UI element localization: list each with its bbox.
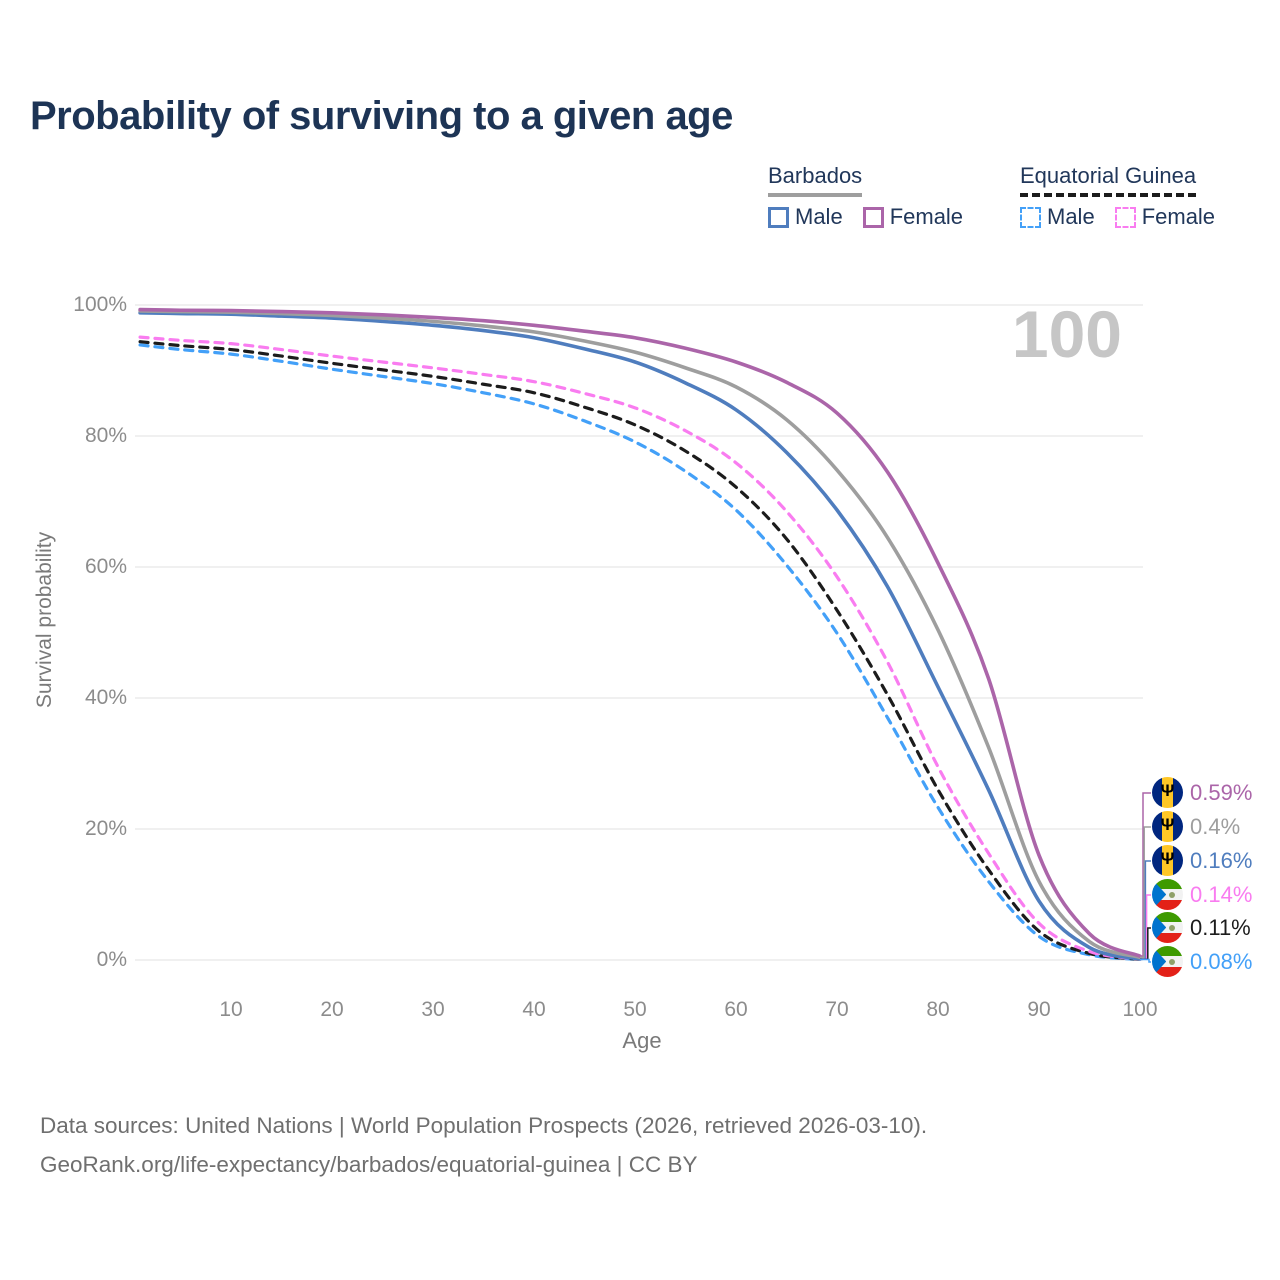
- attribution-line: GeoRank.org/life-expectancy/barbados/equ…: [40, 1152, 698, 1177]
- page-title: Probability of surviving to a given age: [30, 94, 733, 138]
- y-tick-label: 0%: [96, 948, 127, 971]
- barbados-flag-icon: [1152, 845, 1183, 876]
- legend-item-equatorial-guinea-male[interactable]: Male: [1020, 204, 1095, 230]
- legend-item-barbados-male[interactable]: Male: [768, 204, 843, 230]
- barbados-flag-icon: [1152, 811, 1183, 842]
- barbados-male-swatch-icon: [768, 206, 789, 228]
- end-value-label: 0.11%: [1190, 914, 1251, 940]
- equatorial-guinea-flag-icon: [1152, 946, 1183, 977]
- barbados-flag-icon: [1152, 777, 1183, 808]
- y-tick-label: 20%: [84, 817, 127, 840]
- y-tick-label: 60%: [84, 555, 127, 578]
- end-value-label: 0.16%: [1190, 847, 1253, 873]
- equatorial-guinea-flag-icon: [1152, 912, 1183, 943]
- end-value-annotation: 0.14%: [1152, 879, 1252, 910]
- data-sources-line: Data sources: United Nations | World Pop…: [40, 1113, 928, 1138]
- end-value-label: 0.14%: [1190, 881, 1253, 907]
- legend-item-label: Female: [889, 204, 964, 229]
- x-tick-label: 30: [421, 998, 445, 1021]
- footer: Data sources: United Nations | World Pop…: [40, 1106, 927, 1184]
- legend-group-equatorial-guinea: Equatorial Guinea Male Female: [1020, 163, 1215, 230]
- legend-item-label: Male: [795, 204, 843, 229]
- x-tick-label: 50: [623, 998, 647, 1021]
- x-tick-label: 70: [825, 998, 849, 1021]
- x-tick-label: 60: [724, 998, 748, 1021]
- x-tick-label: 10: [219, 998, 243, 1021]
- equatorial-guinea-male-swatch-icon: [1020, 206, 1041, 228]
- end-value-label: 0.08%: [1190, 948, 1253, 974]
- equatorial-guinea-female-swatch-icon: [1114, 206, 1136, 228]
- barbados-female-swatch-icon: [862, 206, 884, 228]
- x-tick-label: 40: [522, 998, 546, 1021]
- legend-group-title-barbados: Barbados: [768, 163, 863, 197]
- end-value-label: 0.4%: [1190, 813, 1241, 839]
- y-tick-label: 100%: [73, 293, 127, 316]
- watermark-age-100: 100: [1011, 297, 1122, 371]
- legend-item-barbados-female[interactable]: Female: [862, 204, 964, 230]
- x-tick-label: 100: [1122, 998, 1158, 1021]
- x-tick-label: 80: [926, 998, 950, 1021]
- end-value-annotation: 0.11%: [1152, 912, 1251, 943]
- end-value-annotation: 0.08%: [1152, 946, 1252, 977]
- y-tick-label: 80%: [84, 424, 127, 447]
- y-tick-label: 40%: [84, 686, 127, 709]
- end-value-annotation: 0.16%: [1152, 845, 1252, 876]
- equatorial-guinea-flag-icon: [1152, 879, 1183, 910]
- x-tick-label: 20: [320, 998, 344, 1021]
- x-axis-title: Age: [622, 1028, 662, 1053]
- x-tick-label: 90: [1027, 998, 1051, 1021]
- legend-group-title-equatorial-guinea: Equatorial Guinea: [1020, 163, 1197, 197]
- legend-group-barbados: Barbados Male Female: [768, 163, 963, 230]
- end-value-annotation: 0.4%: [1152, 811, 1240, 842]
- end-value-annotation: 0.59%: [1152, 777, 1252, 808]
- legend-item-label: Female: [1141, 204, 1216, 229]
- legend-item-label: Male: [1047, 204, 1095, 229]
- end-value-label: 0.59%: [1190, 779, 1253, 805]
- legend-item-equatorial-guinea-female[interactable]: Female: [1114, 204, 1216, 230]
